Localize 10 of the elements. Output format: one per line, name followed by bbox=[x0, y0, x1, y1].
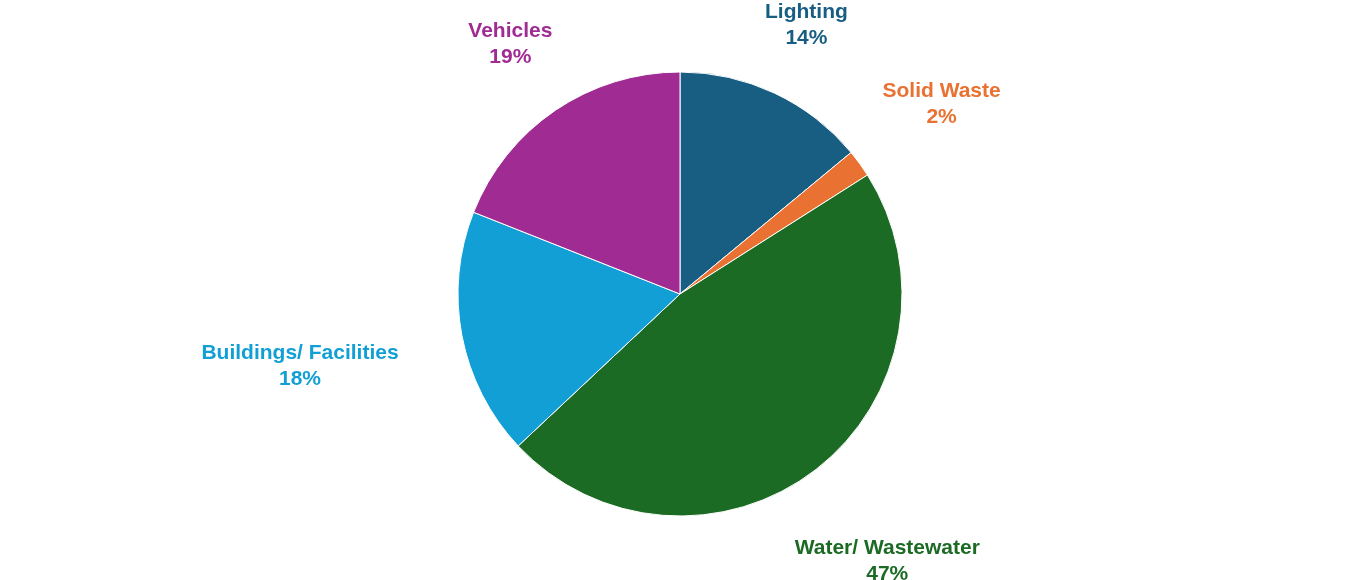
data-label: 18% bbox=[279, 366, 322, 390]
slice-label: Lighting bbox=[765, 0, 848, 23]
data-label: 47% bbox=[866, 561, 909, 580]
slice-label: Solid Waste bbox=[882, 77, 1001, 101]
slice-label: Vehicles bbox=[468, 18, 553, 42]
slice-label: Water/ Wastewater bbox=[794, 535, 980, 559]
slice-label: Buildings/ Facilities bbox=[201, 340, 399, 364]
data-label: 2% bbox=[926, 103, 958, 127]
data-label: 19% bbox=[489, 44, 532, 68]
data-label: 14% bbox=[785, 25, 828, 49]
